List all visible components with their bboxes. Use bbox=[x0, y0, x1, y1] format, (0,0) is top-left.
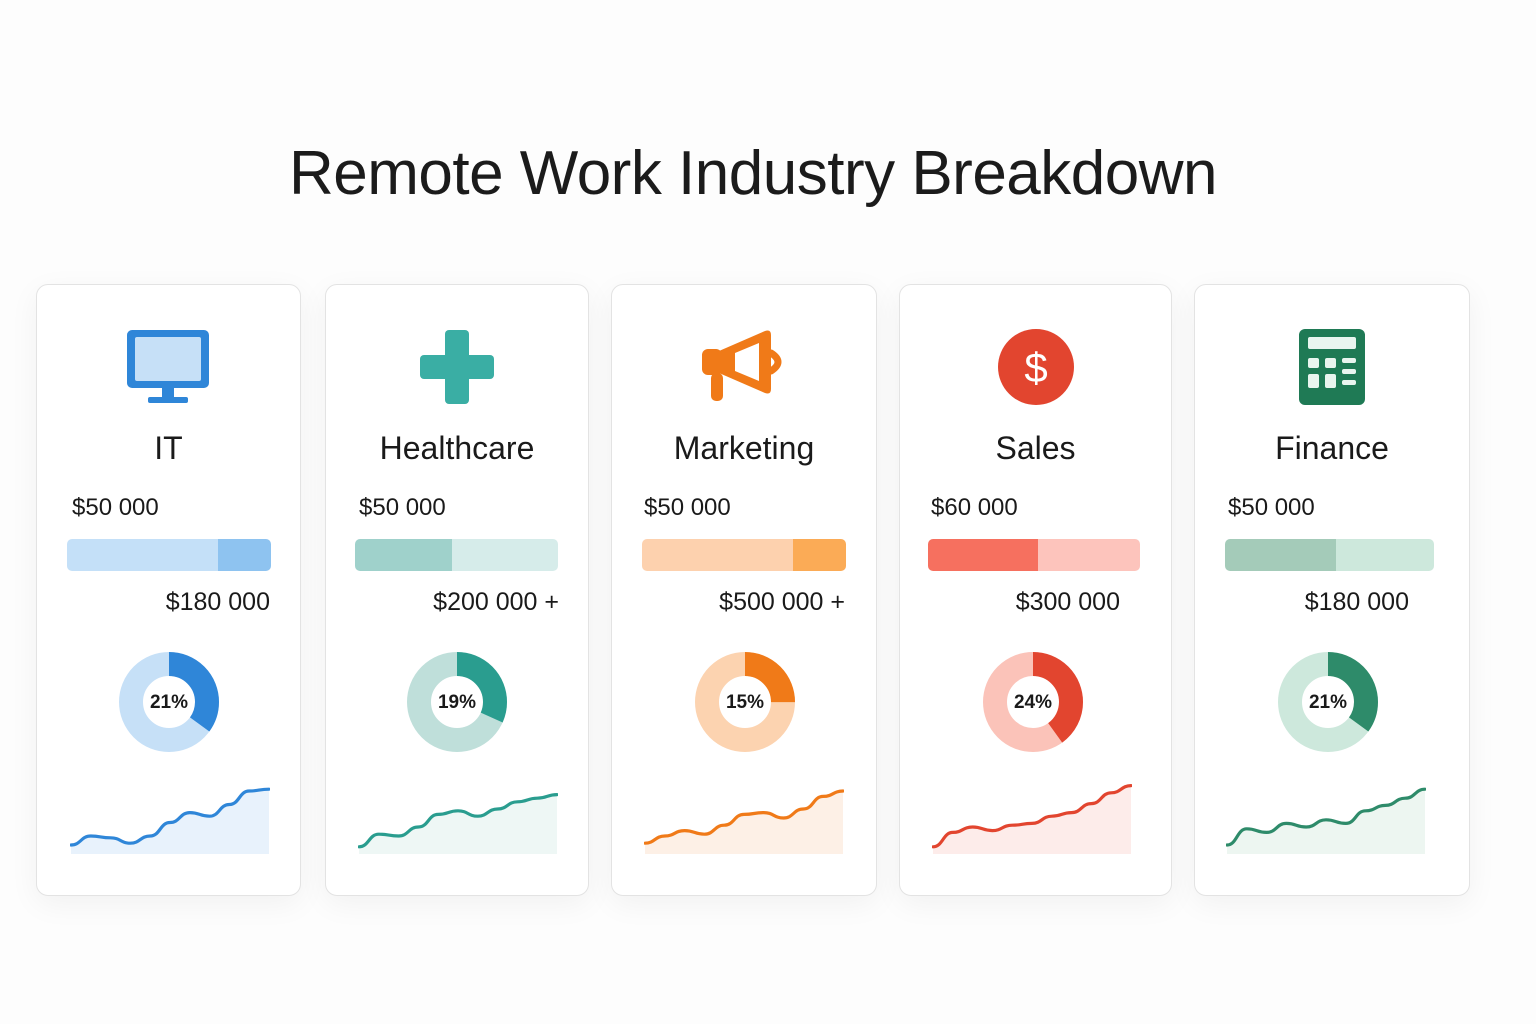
sparkline-line bbox=[1226, 787, 1426, 847]
salary-range-bar bbox=[355, 539, 558, 571]
industry-name: IT bbox=[154, 430, 183, 466]
share-percent-label: 19% bbox=[437, 692, 477, 713]
range-segment bbox=[792, 539, 846, 571]
trend-sparkline bbox=[70, 787, 270, 854]
trend-sparkline bbox=[1226, 787, 1426, 854]
sparkline-line bbox=[358, 793, 558, 849]
salary-max-label: $180 000 bbox=[1304, 588, 1409, 616]
medical-cross-icon bbox=[420, 330, 494, 404]
range-segment bbox=[217, 539, 271, 571]
range-segment bbox=[452, 539, 558, 571]
sparkline-area bbox=[645, 791, 843, 854]
salary-range-bar bbox=[67, 539, 271, 571]
share-donut bbox=[407, 652, 507, 752]
salary-range-bar bbox=[642, 539, 846, 571]
monitor-icon bbox=[126, 330, 209, 403]
range-segment bbox=[1335, 539, 1434, 571]
share-donut bbox=[695, 652, 795, 752]
share-percent-label: 21% bbox=[1308, 692, 1348, 713]
share-donut bbox=[983, 652, 1083, 752]
salary-min-label: $50 000 bbox=[359, 494, 446, 521]
share-percent-label: 21% bbox=[149, 692, 189, 713]
salary-range-bar bbox=[1225, 539, 1434, 571]
trend-sparkline bbox=[358, 793, 558, 854]
page-title: Remote Work Industry Breakdown bbox=[288, 139, 1218, 208]
share-percent-label: 15% bbox=[725, 692, 765, 713]
industry-name: Finance bbox=[1275, 430, 1389, 466]
share-donut bbox=[1278, 652, 1378, 752]
donut-segment bbox=[119, 652, 219, 752]
sparkline-line bbox=[70, 787, 270, 847]
industry-card-healthcare[interactable] bbox=[325, 284, 589, 896]
calculator-icon bbox=[1299, 329, 1365, 405]
trend-sparkline bbox=[644, 789, 844, 854]
range-segment bbox=[928, 539, 1039, 571]
megaphone-icon bbox=[702, 330, 782, 401]
salary-min-label: $50 000 bbox=[72, 494, 159, 521]
industry-name: Sales bbox=[995, 430, 1076, 466]
salary-max-label: $180 000 bbox=[165, 588, 270, 616]
sparkline-line bbox=[644, 789, 844, 845]
sparkline-line bbox=[932, 784, 1132, 849]
donut-segment bbox=[1278, 652, 1378, 752]
industry-name: Healthcare bbox=[379, 430, 535, 466]
sparkline-area bbox=[1227, 789, 1425, 854]
svg-text:$: $ bbox=[1024, 344, 1047, 391]
range-segment bbox=[355, 539, 453, 571]
salary-min-label: $50 000 bbox=[644, 494, 731, 521]
industry-name: Marketing bbox=[673, 430, 815, 466]
share-donut bbox=[119, 652, 219, 752]
salary-min-label: $50 000 bbox=[1228, 494, 1315, 521]
salary-range-bar bbox=[928, 539, 1140, 571]
sparkline-area bbox=[933, 785, 1131, 854]
industry-card-it[interactable] bbox=[36, 284, 301, 896]
donut-segment bbox=[407, 652, 507, 752]
trend-sparkline bbox=[932, 784, 1132, 854]
sparkline-area bbox=[71, 789, 269, 854]
range-segment bbox=[642, 539, 793, 571]
salary-max-label: $500 000 + bbox=[719, 588, 845, 616]
share-percent-label: 24% bbox=[1013, 692, 1053, 713]
range-segment bbox=[67, 539, 218, 571]
range-segment bbox=[1038, 539, 1140, 571]
salary-max-label: $300 000 bbox=[1015, 588, 1120, 616]
range-segment bbox=[1225, 539, 1336, 571]
sparkline-area bbox=[359, 794, 557, 854]
salary-max-label: $200 000 + bbox=[433, 588, 559, 616]
donut-segment bbox=[983, 652, 1083, 752]
donut-segment bbox=[695, 652, 795, 752]
salary-min-label: $60 000 bbox=[931, 494, 1018, 521]
dollar-icon: $ bbox=[997, 329, 1074, 405]
